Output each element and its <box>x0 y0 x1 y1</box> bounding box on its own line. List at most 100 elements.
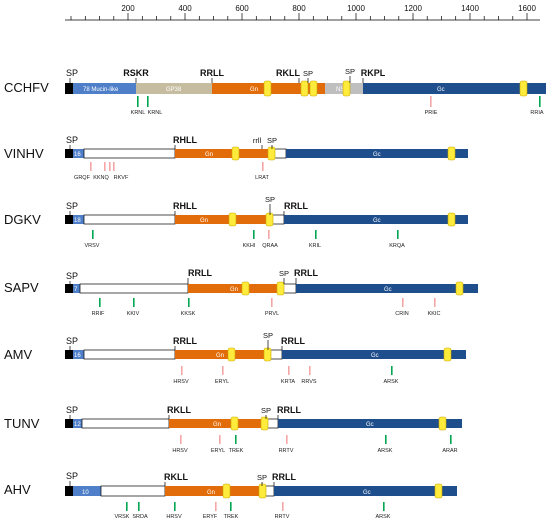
segment-mucin <box>73 149 84 158</box>
segment-mucin <box>73 284 80 293</box>
segment-label: Gc <box>366 422 374 428</box>
green-site-label: ARAR <box>442 448 457 454</box>
tick-label: 1200 <box>404 4 422 13</box>
tm-domain <box>455 281 464 296</box>
segment-gn <box>169 419 264 428</box>
segment-mucin <box>73 215 84 224</box>
sp-label: SP <box>66 405 78 415</box>
segment-unknown <box>83 349 176 360</box>
pink-site-marker <box>262 162 264 171</box>
cleavage-motif: RHLL <box>173 135 197 145</box>
green-site-marker <box>385 435 387 444</box>
signal-peptide <box>65 215 73 224</box>
pink-site-marker <box>90 162 92 171</box>
segment-label: Gc <box>371 353 379 359</box>
pink-site-marker <box>180 435 182 444</box>
pink-site-marker <box>222 366 224 375</box>
segment-gn <box>165 486 262 496</box>
pink-site-label: ERYF <box>203 514 218 520</box>
green-site-marker <box>391 366 393 375</box>
green-site-label: TREK <box>224 514 239 520</box>
cleavage-motif: RRLL <box>200 68 224 78</box>
tm-domain <box>519 80 528 97</box>
sp-label: SP <box>66 135 78 145</box>
sp-label: SP <box>265 195 275 204</box>
signal-peptide <box>65 486 73 496</box>
pink-site-marker <box>288 366 290 375</box>
pink-site-label: KKNQ <box>93 175 109 181</box>
pink-site-marker <box>271 298 273 307</box>
virus-name: AMV <box>4 347 33 362</box>
segment-label: Gn <box>200 218 208 224</box>
tm-domain <box>300 80 309 97</box>
green-site-label: KRNL <box>131 110 146 116</box>
pink-site-marker <box>268 230 270 239</box>
segment-label: 78 Mucin-like <box>83 87 119 93</box>
sp-label: SP <box>66 271 78 281</box>
green-site-label: KKSK <box>181 311 196 317</box>
green-site-label: RRIA <box>530 110 543 116</box>
segment-unknown <box>83 148 176 159</box>
tm-domain <box>263 347 272 362</box>
cleavage-motif: RRLL <box>188 268 212 278</box>
segment-unknown <box>79 283 189 294</box>
tm-domain <box>447 146 456 161</box>
tick-label: 1000 <box>347 4 365 13</box>
tm-domain <box>222 483 231 499</box>
segment-gn <box>175 215 270 224</box>
signal-peptide <box>65 284 73 293</box>
cleavage-motif: RRLL <box>272 472 296 482</box>
tm-domain <box>265 212 274 227</box>
segment-label: Gn <box>207 490 215 496</box>
segment-mucin <box>73 419 82 428</box>
tm-domain <box>447 212 456 227</box>
pink-site-label: KKIC <box>428 311 441 317</box>
signal-peptide <box>65 83 73 94</box>
virus-row-dgkv: DGKV SP 18 Gn Gc RHLL SP RRLL VRSV KKHI … <box>4 195 468 249</box>
green-site-label: KRIL <box>309 243 321 249</box>
green-site-marker <box>539 96 541 107</box>
pink-site-label: RRVS <box>301 379 317 385</box>
tick-label: 200 <box>121 4 135 13</box>
pink-site-label: HRSV <box>172 448 188 454</box>
segment-gn <box>188 284 280 293</box>
virus-row-ahv: AHV SP 10 Gn Gc RKLL SP RRLL VRSK SRDA H… <box>4 471 457 520</box>
pink-site-label: RKVF <box>114 175 129 181</box>
segment-unknown <box>100 485 166 497</box>
sp-label: SP <box>66 471 78 481</box>
tm-domain <box>230 416 239 431</box>
green-site-marker <box>253 230 255 239</box>
signal-peptide <box>65 149 73 158</box>
tm-domain <box>267 146 276 161</box>
segment-label: Gn <box>216 353 224 359</box>
cleavage-motif: RRLL <box>277 405 301 415</box>
green-site-marker <box>188 298 190 307</box>
segment-label: Gc <box>363 490 371 496</box>
green-site-marker <box>383 502 385 511</box>
green-site-label: VRSV <box>85 243 100 249</box>
green-site-marker <box>147 96 149 107</box>
virus-row-vinhv: VINHV SP 16 Gn Gc RHLL rrll SP GRQF KKNQ… <box>4 135 468 181</box>
cleavage-motif: RRLL <box>281 336 305 346</box>
virus-name: SAPV <box>4 280 39 295</box>
sp-label: SP <box>267 136 277 145</box>
pink-site-label: GRQF <box>74 175 91 181</box>
green-site-marker <box>235 435 237 444</box>
scale-axis: 200 400 600 800 1000 1200 1400 1600 <box>65 4 540 21</box>
minor-ticks <box>70 13 528 20</box>
pink-site-label: PRVL <box>265 311 279 317</box>
segment-label: 18 <box>74 218 81 224</box>
sp-label: SP <box>66 201 78 211</box>
tm-domain <box>231 146 240 161</box>
green-site-marker <box>397 230 399 239</box>
green-site-marker <box>138 502 140 511</box>
pink-site-label: PRIE <box>425 110 438 116</box>
segment-label: 10 <box>82 490 89 496</box>
virus-name: TUNV <box>4 416 40 431</box>
green-site-label: KKIV <box>127 311 140 317</box>
green-site-label: TREK <box>229 448 244 454</box>
pink-site-label: CRIN <box>395 311 408 317</box>
pink-site-marker <box>430 96 432 107</box>
cleavage-motif: RSKR <box>123 68 149 78</box>
virus-row-amv: AMV SP 16 Gn Gc RRLL SP RRLL HRSV ERYL K… <box>4 331 466 385</box>
